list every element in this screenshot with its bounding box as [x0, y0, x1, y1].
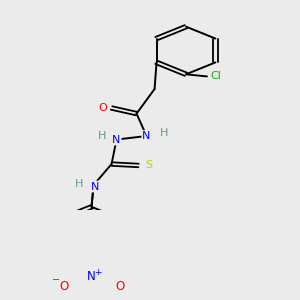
Text: H: H	[75, 179, 84, 189]
Text: Cl: Cl	[211, 71, 221, 81]
Text: O: O	[115, 280, 124, 292]
Text: N: N	[142, 131, 151, 141]
Text: O: O	[98, 103, 107, 113]
Text: H: H	[160, 128, 169, 137]
Text: S: S	[145, 160, 152, 170]
Text: N: N	[87, 270, 96, 283]
Text: O: O	[59, 280, 68, 292]
Text: H: H	[98, 131, 107, 141]
Text: N: N	[112, 134, 121, 145]
Text: +: +	[94, 268, 101, 277]
Text: −: −	[52, 275, 60, 285]
Text: N: N	[92, 182, 100, 191]
